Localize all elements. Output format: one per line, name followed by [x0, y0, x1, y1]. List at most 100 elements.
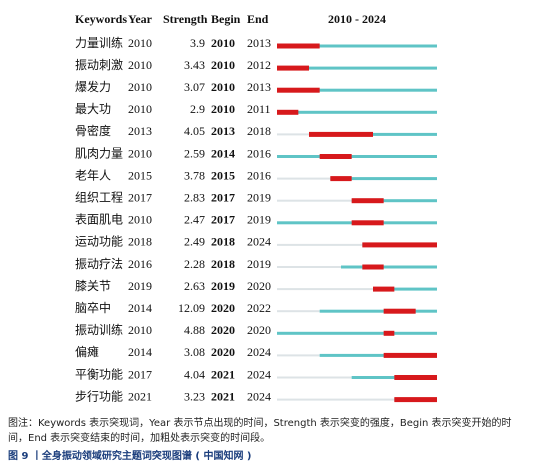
burst-bar [362, 264, 384, 270]
strength: 2.49 [184, 235, 205, 249]
begin: 2010 [211, 58, 235, 72]
strength: 2.28 [184, 257, 205, 271]
begin: 2021 [211, 389, 235, 403]
begin: 2013 [211, 124, 235, 138]
timeline-active [351, 376, 437, 379]
year: 2017 [128, 190, 152, 204]
end: 2019 [247, 213, 271, 227]
begin: 2021 [211, 367, 235, 381]
keyword: 爆发力 [75, 79, 111, 94]
year: 2015 [128, 168, 152, 182]
year: 2010 [128, 323, 152, 337]
end: 2013 [247, 36, 271, 50]
keyword: 振动刺激 [75, 58, 123, 72]
burst-bar [383, 308, 416, 314]
caption-title: 图 9 丨全身振动领域研究主题词突现图谱 ( 中国知网 ) [8, 451, 252, 462]
end: 2016 [247, 168, 271, 182]
end: 2019 [247, 257, 271, 271]
timeline-active [277, 155, 437, 158]
burst-table: Keywords Year Strength Begin End 2010 - 2024 力… [75, 12, 437, 403]
timeline-active [351, 199, 437, 203]
end: 2011 [247, 102, 271, 116]
column-header: Begin [211, 12, 241, 26]
timeline-before [277, 266, 341, 268]
timeline-before [277, 288, 373, 291]
end: 2013 [247, 80, 271, 94]
timeline-before [277, 199, 352, 202]
begin: 2010 [211, 80, 235, 94]
burst-bar [383, 352, 437, 358]
burst-bar [277, 109, 299, 115]
keyword: 步行功能 [75, 389, 123, 403]
end: 2024 [247, 345, 271, 359]
begin: 2017 [211, 190, 235, 204]
timeline-active [341, 265, 437, 269]
begin: 2017 [211, 213, 235, 227]
timeline-active [277, 66, 437, 70]
strength: 4.04 [184, 367, 205, 381]
strength: 2.83 [184, 190, 205, 204]
keyword: 力量训练 [75, 35, 123, 50]
begin: 2010 [211, 36, 235, 50]
strength: 12.09 [178, 301, 205, 315]
timeline-before [277, 310, 320, 313]
year: 2019 [128, 279, 152, 293]
end: 2012 [247, 58, 271, 72]
burst-bar [277, 43, 320, 49]
year: 2014 [128, 345, 152, 359]
timeline-before [277, 398, 395, 401]
timeline-active [277, 44, 437, 48]
timeline-active [319, 353, 437, 357]
burst-bar [351, 198, 384, 204]
year: 2010 [128, 58, 152, 72]
begin: 2019 [211, 279, 235, 293]
keyword: 脑卒中 [75, 300, 111, 315]
year: 2014 [128, 301, 152, 315]
begin: 2018 [211, 257, 235, 271]
burst-bar [351, 220, 384, 226]
strength: 2.63 [184, 279, 205, 293]
strength: 4.05 [184, 124, 205, 138]
end: 2024 [247, 235, 271, 249]
begin: 2010 [211, 102, 235, 116]
keyword: 偏瘫 [75, 344, 99, 359]
timeline-active [277, 88, 437, 92]
end: 2022 [247, 301, 271, 315]
strength: 2.47 [184, 213, 205, 227]
end: 2020 [247, 323, 271, 337]
burst-bar [277, 87, 320, 93]
burst-bar [394, 375, 437, 380]
burst-bar [319, 154, 352, 159]
timeline-before [277, 133, 309, 136]
begin: 2014 [211, 146, 235, 160]
begin: 2015 [211, 168, 235, 182]
timeline-active [319, 309, 437, 313]
burst-bar [277, 65, 309, 71]
column-header: Keywords [75, 12, 127, 26]
timeline-before [277, 177, 331, 180]
year: 2010 [128, 213, 152, 227]
keyword: 最大功 [75, 102, 111, 116]
strength: 4.88 [184, 323, 205, 337]
keyword: 老年人 [75, 168, 111, 182]
keyword: 肌肉力量 [75, 146, 123, 160]
end: 2019 [247, 190, 271, 204]
year: 2010 [128, 36, 152, 50]
begin: 2018 [211, 235, 235, 249]
burst-bar [383, 330, 395, 336]
keyword: 膝关节 [75, 279, 111, 293]
begin: 2020 [211, 323, 235, 337]
keyword: 运动功能 [75, 235, 123, 249]
strength: 3.07 [184, 80, 205, 94]
column-header: End [247, 12, 269, 26]
timeline-header: 2010 - 2024 [328, 12, 386, 26]
end: 2016 [247, 146, 271, 160]
timeline-before [277, 376, 352, 379]
year: 2016 [128, 257, 152, 271]
burst-bar [330, 176, 352, 182]
year: 2010 [128, 146, 152, 160]
timeline-active [330, 177, 437, 181]
year: 2010 [128, 80, 152, 94]
begin: 2020 [211, 301, 235, 315]
